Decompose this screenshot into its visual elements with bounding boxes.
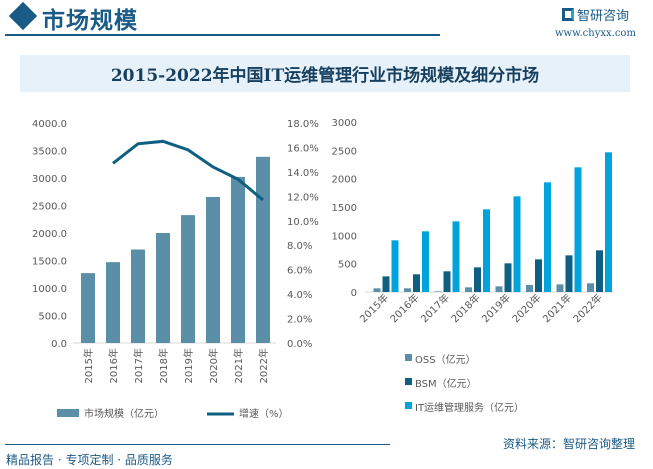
x-tick-label: 2016年 bbox=[387, 291, 421, 325]
legend-swatch bbox=[405, 402, 412, 409]
bar-market-size bbox=[206, 196, 220, 343]
bar-oss bbox=[587, 283, 594, 292]
bar-it bbox=[513, 196, 521, 292]
y-tick-right: 4.0% bbox=[287, 290, 312, 301]
x-tick-label: 2015年 bbox=[82, 348, 95, 383]
bar-bsm bbox=[596, 250, 603, 292]
x-tick-label: 2021年 bbox=[540, 291, 574, 325]
y-tick-right: 18.0% bbox=[287, 119, 319, 130]
bar-oss bbox=[404, 288, 411, 292]
x-tick-label: 2019年 bbox=[182, 348, 195, 383]
y-tick-left: 2500.0 bbox=[32, 202, 67, 213]
bar-it bbox=[422, 231, 429, 292]
header-divider bbox=[5, 34, 440, 36]
bar-bsm bbox=[474, 267, 481, 292]
x-tick-label: 2017年 bbox=[132, 348, 145, 383]
bar-market-size bbox=[156, 233, 170, 343]
logo-text: 智研咨询 bbox=[577, 9, 630, 24]
y-tick-left: 3000.0 bbox=[32, 174, 67, 185]
bar-market-size bbox=[181, 215, 195, 343]
legend-item: OSS（亿元） bbox=[415, 353, 476, 366]
bar-it bbox=[544, 182, 551, 292]
y-tick-right: 16.0% bbox=[287, 143, 319, 154]
bar-bsm bbox=[413, 274, 420, 292]
bar-it bbox=[574, 167, 582, 292]
legend-swatch-market bbox=[57, 409, 79, 417]
x-tick-label: 2019年 bbox=[479, 291, 513, 325]
bar-bsm bbox=[504, 263, 512, 292]
y-tick: 0 bbox=[351, 288, 357, 299]
x-tick-label: 2020年 bbox=[207, 348, 220, 383]
title-band: 2015-2022年中国IT运维管理行业市场规模及细分市场 bbox=[20, 55, 630, 92]
x-tick-label: 2022年 bbox=[257, 348, 270, 383]
bar-market-size bbox=[106, 262, 120, 343]
y-tick-right: 14.0% bbox=[287, 168, 319, 179]
bar-market-size bbox=[256, 156, 270, 343]
site-url: www.chyxx.com bbox=[555, 28, 636, 39]
source-note: 资料来源：智研咨询整理 bbox=[503, 437, 636, 451]
x-tick-label: 2017年 bbox=[418, 291, 452, 325]
y-tick: 1000 bbox=[332, 231, 357, 242]
y-tick: 2000 bbox=[332, 175, 357, 186]
footer-divider bbox=[5, 444, 390, 445]
bar-market-size bbox=[81, 273, 95, 343]
bar-it bbox=[452, 221, 460, 292]
x-tick-label: 2018年 bbox=[448, 291, 482, 325]
section-title: 市场规模 bbox=[42, 8, 138, 34]
y-tick-left: 4000.0 bbox=[32, 119, 67, 130]
y-tick: 2500 bbox=[332, 146, 357, 157]
y-tick-right: 2.0% bbox=[287, 315, 312, 326]
bar-market-size bbox=[131, 249, 145, 343]
growth-line bbox=[112, 139, 264, 202]
logo-icon bbox=[562, 8, 574, 21]
x-tick-label: 2021年 bbox=[232, 348, 245, 383]
bar-oss bbox=[556, 284, 564, 292]
x-tick-label: 2018年 bbox=[157, 348, 170, 383]
legend-swatch bbox=[405, 378, 412, 385]
bar-bsm bbox=[535, 259, 542, 292]
bar-market-size bbox=[231, 176, 245, 343]
bar-oss bbox=[434, 291, 442, 292]
legend-market: 市场规模（亿元） bbox=[84, 407, 164, 420]
x-tick-label: 2022年 bbox=[570, 291, 604, 325]
bar-oss bbox=[526, 284, 533, 292]
chart-title: 2015-2022年中国IT运维管理行业市场规模及细分市场 bbox=[110, 66, 540, 86]
y-tick: 1500 bbox=[332, 203, 357, 214]
legend-item: IT运维管理服务（亿元） bbox=[415, 401, 524, 414]
legend-growth: 增速（%） bbox=[239, 407, 289, 420]
y-tick-left: 3500.0 bbox=[32, 147, 67, 158]
y-tick-left: 2000.0 bbox=[32, 229, 67, 240]
y-tick-left: 0.0 bbox=[51, 339, 67, 350]
logo: 智研咨询 bbox=[562, 5, 629, 24]
legend-item: BSM（亿元） bbox=[415, 377, 477, 390]
bar-bsm bbox=[565, 255, 573, 292]
y-tick-right: 10.0% bbox=[287, 217, 319, 228]
y-tick-right: 12.0% bbox=[287, 192, 319, 203]
y-tick-left: 1500.0 bbox=[32, 257, 67, 268]
legend-swatch bbox=[405, 354, 412, 361]
x-tick-label: 2016年 bbox=[107, 348, 120, 383]
y-tick-right: 0.0% bbox=[287, 339, 312, 350]
y-tick-right: 6.0% bbox=[287, 266, 312, 277]
y-tick-left: 1000.0 bbox=[32, 284, 67, 295]
bar-bsm bbox=[382, 276, 390, 292]
slogan: 精品报告 · 专项定制 · 品质服务 bbox=[6, 453, 173, 467]
y-tick-left: 500.0 bbox=[38, 312, 67, 323]
bar-oss bbox=[495, 286, 503, 292]
bar-oss bbox=[465, 287, 472, 292]
y-tick-right: 8.0% bbox=[287, 241, 312, 252]
bar-bsm bbox=[443, 271, 451, 292]
bar-oss bbox=[373, 288, 381, 292]
x-tick-label: 2020年 bbox=[509, 291, 543, 325]
bar-it bbox=[605, 152, 612, 292]
x-tick-label: 2015年 bbox=[357, 291, 391, 325]
y-tick: 500 bbox=[338, 260, 357, 271]
y-tick: 3000 bbox=[332, 118, 357, 129]
bar-it bbox=[391, 240, 399, 292]
bar-it bbox=[483, 209, 490, 292]
